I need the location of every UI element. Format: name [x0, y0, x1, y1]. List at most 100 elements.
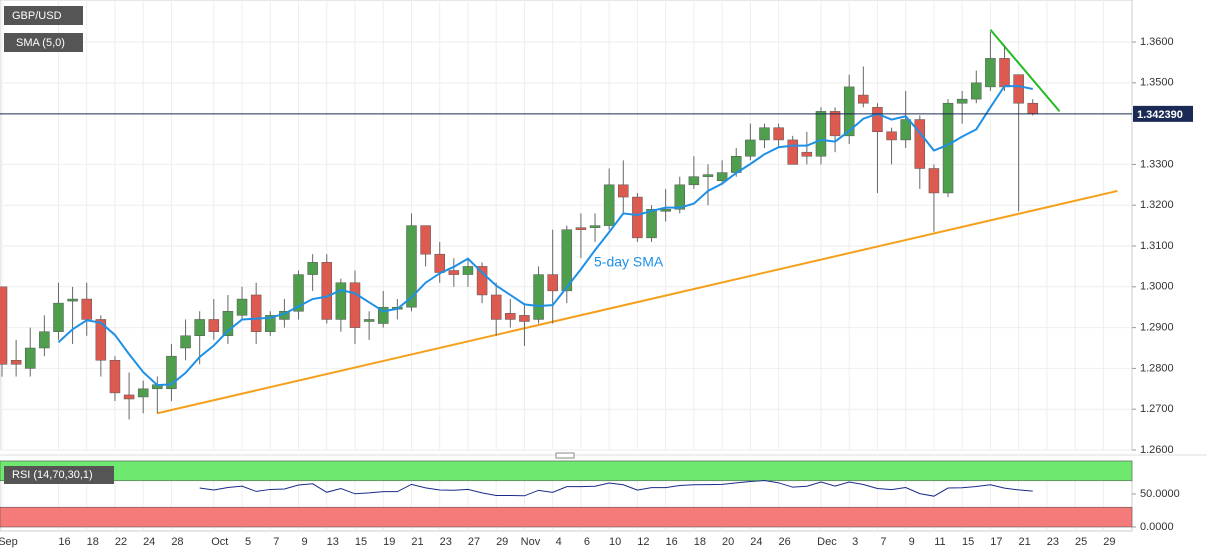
candle-body — [547, 274, 558, 292]
candle-body — [858, 94, 869, 104]
y-tick-label: 1.2700 — [1140, 403, 1174, 415]
x-tick-label: 9 — [909, 536, 915, 548]
candle-body — [53, 302, 64, 332]
candle-body — [886, 131, 897, 141]
x-tick-label: 4 — [556, 536, 562, 548]
candle-body — [872, 107, 883, 133]
x-tick-label: 9 — [301, 536, 307, 548]
candle-body — [787, 139, 798, 165]
x-tick-label: 10 — [609, 536, 621, 548]
candle-body — [519, 315, 530, 322]
x-tick-label: 20 — [722, 536, 734, 548]
price-pane — [0, 0, 1133, 451]
x-tick-label: 23 — [440, 536, 452, 548]
x-tick-label: Dec — [817, 536, 837, 548]
candle-body — [24, 347, 36, 369]
candle-body — [773, 127, 784, 141]
candle-body — [462, 266, 474, 275]
x-tick-label: 27 — [468, 536, 480, 548]
candle-body — [928, 168, 940, 194]
candle-body — [914, 119, 926, 169]
splitter-handle — [555, 452, 575, 459]
x-tick-label: 15 — [962, 536, 974, 548]
rsi-line — [199, 479, 1033, 497]
candle-body — [109, 359, 121, 394]
rsi-tag-bg — [4, 466, 114, 484]
x-tick-label: 25 — [1075, 536, 1087, 548]
candle-body — [632, 196, 643, 239]
y-tick-label: 1.3000 — [1140, 281, 1174, 293]
candle-body — [476, 266, 488, 296]
candle-body — [505, 313, 516, 320]
candle-body — [575, 227, 587, 230]
oversold-band — [0, 506, 1133, 528]
x-tick-label: 29 — [496, 536, 508, 548]
candle-body — [95, 319, 107, 361]
last-price-box — [1133, 105, 1193, 122]
x-tick-label: 21 — [411, 536, 423, 548]
candle-body — [942, 102, 954, 194]
candle-body — [956, 98, 968, 104]
x-tick-label: 28 — [171, 536, 183, 548]
candle-body — [293, 274, 304, 312]
candle-body — [843, 86, 855, 137]
x-tick-label: 19 — [383, 536, 395, 548]
x-tick-label: 7 — [880, 536, 886, 548]
candle-body — [716, 172, 728, 181]
rsi-tick-label: 0.0000 — [1140, 521, 1174, 533]
x-tick-label: 18 — [87, 536, 99, 548]
candle-body — [589, 225, 601, 228]
candle-body — [999, 58, 1010, 88]
candle-body — [674, 184, 686, 210]
candle-body — [67, 298, 78, 302]
symbol-tag-bg — [4, 6, 83, 25]
candle-body — [307, 262, 318, 275]
candle-body — [420, 225, 431, 255]
candle-body — [363, 319, 375, 322]
x-tick-label: 22 — [115, 536, 127, 548]
x-tick-label: 17 — [990, 536, 1002, 548]
candle-body — [533, 274, 544, 320]
candle-body — [561, 229, 573, 292]
candle-body — [1013, 74, 1024, 104]
candle-body — [180, 335, 191, 349]
last-price-label: 1.342390 — [1137, 109, 1183, 121]
x-tick-label: 13 — [327, 536, 339, 548]
sma-annotation: 5-day SMA — [594, 254, 664, 270]
x-tick-label: Nov — [521, 536, 541, 548]
candle-body — [745, 139, 756, 157]
candle-body — [406, 225, 417, 308]
x-tick-label: 16 — [58, 536, 70, 548]
x-tick-label: 23 — [1047, 536, 1059, 548]
candle-body — [250, 294, 262, 332]
candle-body — [434, 253, 445, 273]
sma-tag: SMA (5,0) — [16, 37, 65, 49]
x-tick-label: 6 — [584, 536, 590, 548]
candle-body — [265, 315, 276, 332]
symbol-tag: GBP/USD — [12, 10, 62, 22]
y-tick-label: 1.3300 — [1140, 158, 1174, 170]
y-tick-label: 1.3200 — [1140, 199, 1174, 211]
candle-body — [829, 111, 841, 137]
candle-body — [603, 184, 615, 226]
x-tick-label: 26 — [778, 536, 790, 548]
rsi-tick-label: 50.0000 — [1140, 488, 1180, 500]
x-tick-label: 16 — [666, 536, 678, 548]
x-tick-label: 7 — [273, 536, 279, 548]
candle-body — [335, 282, 347, 320]
x-tick-label: 29 — [1103, 536, 1115, 548]
candle-body — [81, 298, 92, 320]
candle-body — [660, 209, 671, 212]
sma-line — [57, 85, 1033, 387]
candle-body — [166, 355, 177, 390]
sma-tag-bg — [4, 33, 83, 52]
candle-body — [194, 319, 205, 337]
x-tick-label: 24 — [143, 536, 155, 548]
candle-body — [10, 359, 22, 365]
y-tick-label: 1.3600 — [1140, 36, 1174, 48]
x-tick-label: 21 — [1019, 536, 1031, 548]
candle-body — [39, 331, 50, 349]
y-tick-label: 1.3100 — [1140, 240, 1174, 252]
candle-body — [123, 394, 135, 400]
candle-body — [236, 298, 248, 316]
